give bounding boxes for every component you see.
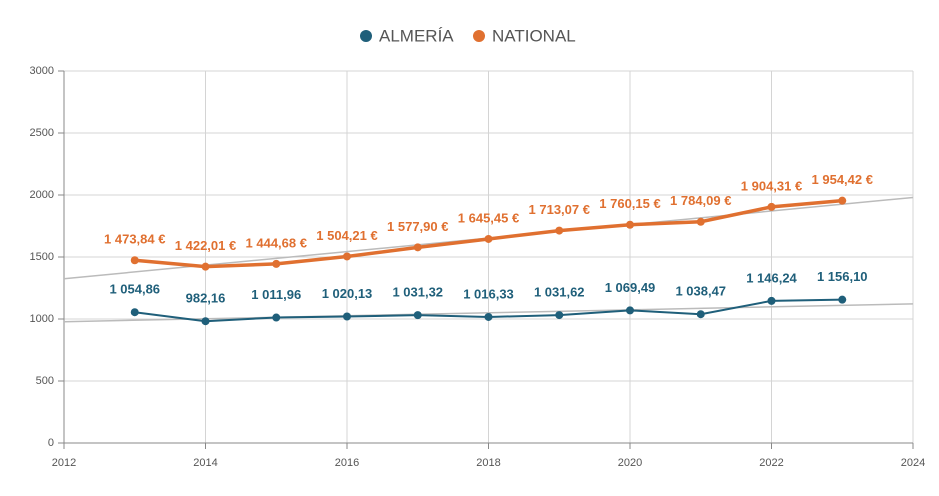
data-point [343, 312, 351, 321]
data-point [272, 313, 281, 322]
value-label: 1 020,13 [322, 286, 373, 301]
value-label: 1 031,32 [392, 285, 443, 300]
value-label: 1 054,86 [109, 282, 160, 297]
y-tick-label: 2000 [30, 189, 54, 201]
x-tick-label: 2014 [193, 457, 217, 469]
value-label: 1 784,09 € [670, 193, 731, 208]
value-label: 1 069,49 [605, 280, 656, 295]
value-label: 1 011,96 [251, 287, 301, 302]
data-point [767, 202, 776, 211]
value-label: 1 473,84 € [104, 232, 165, 247]
data-point [626, 306, 634, 315]
data-point [343, 252, 351, 261]
data-point [413, 243, 422, 252]
x-tick-label: 2018 [476, 457, 500, 469]
data-point [767, 296, 776, 305]
data-point [130, 256, 139, 265]
data-point [838, 196, 847, 205]
data-point [555, 226, 564, 235]
value-label: 1 760,15 € [599, 196, 660, 211]
value-label: 982,16 [186, 291, 226, 306]
value-label: 1 016,33 [463, 286, 514, 301]
data-point [696, 217, 705, 226]
y-tick-label: 0 [48, 437, 54, 449]
y-tick-label: 500 [36, 375, 54, 387]
value-label: 1 577,90 € [387, 219, 448, 234]
data-point [838, 295, 847, 304]
y-tick-label: 3000 [30, 65, 54, 77]
x-tick-label: 2020 [618, 457, 642, 469]
data-point [626, 220, 634, 229]
x-tick-label: 2012 [52, 457, 76, 469]
value-label: 1 904,31 € [741, 178, 802, 193]
data-point [484, 234, 493, 243]
legend-marker [473, 30, 485, 42]
value-label: 1 504,21 € [316, 228, 377, 243]
data-point [201, 262, 210, 271]
y-tick-label: 1500 [30, 251, 54, 263]
y-tick-label: 2500 [30, 127, 54, 139]
x-tick-label: 2022 [759, 457, 783, 469]
y-tick-label: 1000 [30, 313, 54, 325]
data-point [201, 317, 210, 326]
value-label: 1 422,01 € [175, 238, 236, 253]
data-point [696, 310, 705, 319]
value-label: 1 146,24 [746, 270, 797, 285]
legend-marker [360, 30, 372, 42]
value-label: 1 713,07 € [529, 202, 590, 217]
data-point [272, 259, 281, 268]
data-point [413, 311, 422, 320]
value-label: 1 645,45 € [458, 210, 519, 225]
x-tick-label: 2024 [901, 457, 925, 469]
value-label: 1 156,10 [817, 269, 868, 284]
data-point [484, 312, 493, 321]
data-point [130, 308, 139, 317]
value-label: 1 038,47 [675, 284, 726, 299]
value-label: 1 954,42 € [812, 172, 873, 187]
legend-label: NATIONAL [492, 26, 576, 45]
x-tick-label: 2016 [335, 457, 359, 469]
data-point [555, 311, 564, 320]
legend-label: ALMERÍA [379, 26, 454, 45]
value-label: 1 031,62 [534, 285, 585, 300]
value-label: 1 444,68 € [246, 235, 307, 250]
